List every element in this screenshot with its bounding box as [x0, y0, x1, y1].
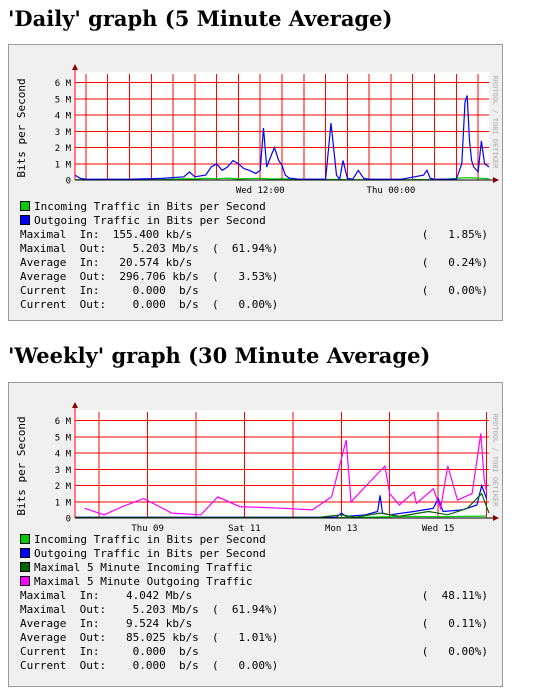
legend-item-outgoing: Outgoing Traffic in Bits per Second — [20, 547, 266, 561]
legend-label: Outgoing Traffic in Bits per Second — [34, 214, 266, 227]
stat-percent: ( 0.00%) — [421, 284, 488, 297]
x-axis-arrow — [493, 177, 499, 183]
x-tick-label: Mon 13 — [325, 524, 358, 534]
y-tick-label: 2 M — [55, 144, 72, 154]
stat-current-in: Current In: 0.000 b/s ( 0.00%) — [20, 284, 494, 298]
y-tick-label: 0 — [66, 177, 71, 187]
series-line — [84, 433, 488, 516]
stat-average-out: Average Out: 296.706 kb/s ( 3.53%) — [20, 270, 494, 284]
legend-swatch-max-outgoing — [20, 576, 30, 586]
stat-text: Average Out: 296.706 kb/s ( 3.53%) — [20, 270, 279, 283]
stat-text: Average Out: 85.025 kb/s ( 1.01%) — [20, 631, 279, 644]
legend-label: Maximal 5 Minute Outgoing Traffic — [34, 575, 253, 588]
daily-graph-panel: 0 1 M 2 M 3 M 4 M 5 M 6 M Wed 12:00 Thu 00:00 Bit… — [8, 44, 503, 321]
daily-traffic-chart: 0 1 M 2 M 3 M 4 M 5 M 6 M Wed 12:00 Thu 00:00 Bit… — [15, 64, 499, 196]
y-tick-label: 5 M — [55, 95, 72, 105]
legend-label: Outgoing Traffic in Bits per Second — [34, 547, 266, 560]
y-tick-label: 1 M — [55, 160, 72, 170]
x-axis-arrow — [493, 515, 499, 521]
daily-statistics: Maximal In: 155.400 kb/s ( 1.85%) Maximal… — [20, 228, 494, 312]
daily-graph-heading: 'Daily' graph (5 Minute Average) — [8, 6, 393, 31]
stat-text: Maximal Out: 5.203 Mb/s ( 61.94%) — [20, 603, 279, 616]
stat-percent: ( 0.24%) — [421, 256, 488, 269]
y-axis-title: Bits per Second — [15, 416, 28, 515]
stat-percent: ( 0.00%) — [421, 645, 488, 658]
y-axis-arrow — [72, 402, 78, 408]
legend-swatch-max-incoming — [20, 562, 30, 572]
x-tick-label: Sat 11 — [228, 524, 261, 534]
stat-text: Maximal In: 4.042 Mb/s — [20, 589, 193, 602]
x-tick-label: Wed 15 — [422, 524, 455, 534]
weekly-graph-heading: 'Weekly' graph (30 Minute Average) — [8, 343, 431, 368]
y-tick-label: 6 M — [55, 79, 72, 89]
weekly-legend: Incoming Traffic in Bits per Second Outg… — [20, 533, 266, 589]
y-tick-label: 2 M — [55, 482, 72, 492]
y-tick-label: 3 M — [55, 128, 72, 138]
stat-text: Current Out: 0.000 b/s ( 0.00%) — [20, 659, 279, 672]
weekly-graph-panel: 0 1 M 2 M 3 M 4 M 5 M 6 M Thu 09 Sat 11 Mon 13 Wed… — [8, 382, 503, 687]
stat-text: Current Out: 0.000 b/s ( 0.00%) — [20, 298, 279, 311]
x-tick-label: Thu 09 — [131, 524, 164, 534]
x-tick-label: Wed 12:00 — [236, 186, 285, 196]
x-tick-label: Thu 00:00 — [367, 186, 416, 196]
stat-maximal-in: Maximal In: 155.400 kb/s ( 1.85%) — [20, 228, 494, 242]
y-tick-label: 5 M — [55, 433, 72, 443]
legend-swatch-outgoing — [20, 548, 30, 558]
stat-average-in: Average In: 9.524 kb/s ( 0.11%) — [20, 617, 494, 631]
daily-legend: Incoming Traffic in Bits per Second Outg… — [20, 200, 266, 228]
legend-item-max-incoming: Maximal 5 Minute Incoming Traffic — [20, 561, 266, 575]
series-line — [74, 95, 490, 181]
stat-current-out: Current Out: 0.000 b/s ( 0.00%) — [20, 298, 494, 312]
legend-item-incoming: Incoming Traffic in Bits per Second — [20, 200, 266, 214]
stat-percent: ( 0.11%) — [421, 617, 488, 630]
y-axis-title: Bits per Second — [15, 78, 28, 177]
legend-swatch-incoming — [20, 201, 30, 211]
y-tick-label: 0 — [66, 515, 71, 525]
rrdtool-watermark: RRDTOOL / TOBI OETIKER — [491, 76, 499, 170]
legend-swatch-outgoing — [20, 215, 30, 225]
y-tick-label: 6 M — [55, 417, 72, 427]
weekly-traffic-chart: 0 1 M 2 M 3 M 4 M 5 M 6 M Thu 09 Sat 11 Mon 13 Wed… — [15, 402, 499, 534]
stat-percent: ( 48.11%) — [421, 589, 488, 602]
stat-text: Maximal In: 155.400 kb/s — [20, 228, 193, 241]
stat-text: Average In: 20.574 kb/s — [20, 256, 193, 269]
legend-item-incoming: Incoming Traffic in Bits per Second — [20, 533, 266, 547]
legend-item-max-outgoing: Maximal 5 Minute Outgoing Traffic — [20, 575, 266, 589]
stat-maximal-out: Maximal Out: 5.203 Mb/s ( 61.94%) — [20, 242, 494, 256]
legend-item-outgoing: Outgoing Traffic in Bits per Second — [20, 214, 266, 228]
stat-text: Current In: 0.000 b/s — [20, 284, 199, 297]
stat-text: Average In: 9.524 kb/s — [20, 617, 193, 630]
legend-swatch-incoming — [20, 534, 30, 544]
stat-average-in: Average In: 20.574 kb/s ( 0.24%) — [20, 256, 494, 270]
stat-maximal-out: Maximal Out: 5.203 Mb/s ( 61.94%) — [20, 603, 494, 617]
legend-label: Incoming Traffic in Bits per Second — [34, 200, 266, 213]
y-tick-label: 1 M — [55, 498, 72, 508]
rrdtool-watermark: RRDTOOL / TOBI OETIKER — [491, 414, 499, 508]
stat-text: Current In: 0.000 b/s — [20, 645, 199, 658]
y-tick-label: 4 M — [55, 450, 72, 460]
weekly-statistics: Maximal In: 4.042 Mb/s ( 48.11%) Maximal … — [20, 589, 494, 673]
y-tick-label: 3 M — [55, 466, 72, 476]
stat-text: Maximal Out: 5.203 Mb/s ( 61.94%) — [20, 242, 279, 255]
y-tick-label: 4 M — [55, 112, 72, 122]
stat-current-in: Current In: 0.000 b/s ( 0.00%) — [20, 645, 494, 659]
stat-percent: ( 1.85%) — [421, 228, 488, 241]
stat-current-out: Current Out: 0.000 b/s ( 0.00%) — [20, 659, 494, 673]
series-line — [75, 492, 490, 519]
legend-label: Maximal 5 Minute Incoming Traffic — [34, 561, 253, 574]
y-axis-arrow — [72, 64, 78, 70]
stat-average-out: Average Out: 85.025 kb/s ( 1.01%) — [20, 631, 494, 645]
legend-label: Incoming Traffic in Bits per Second — [34, 533, 266, 546]
stat-maximal-in: Maximal In: 4.042 Mb/s ( 48.11%) — [20, 589, 494, 603]
